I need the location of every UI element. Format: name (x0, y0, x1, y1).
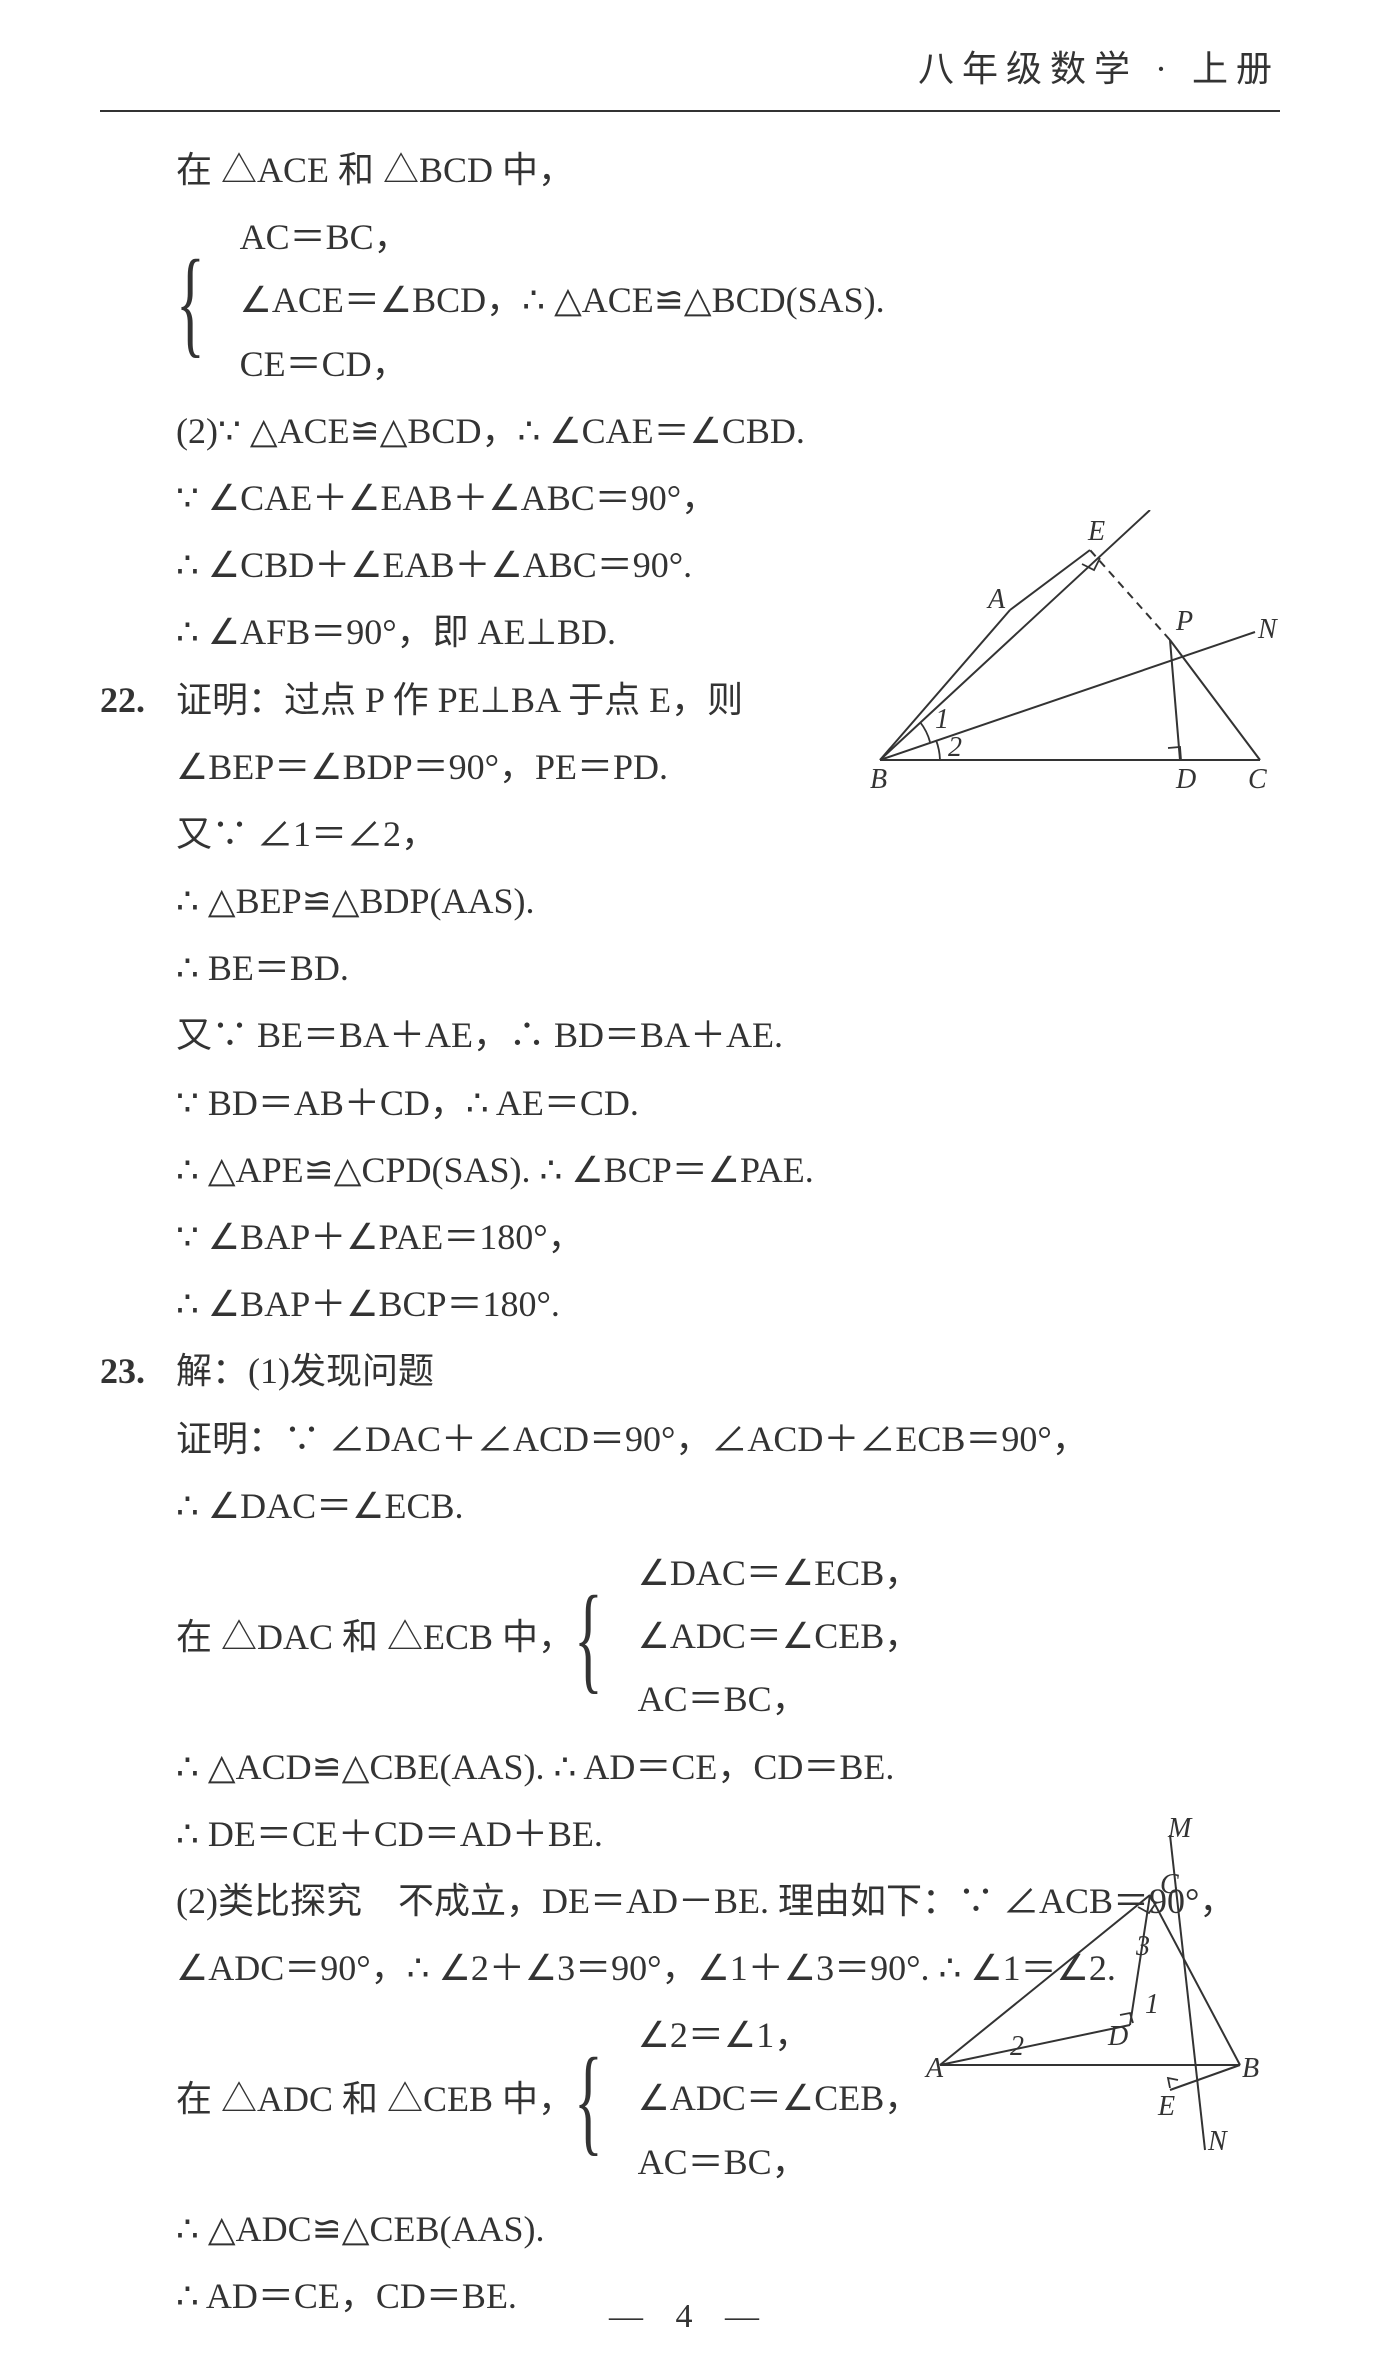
geometry-diagram-2: 1 2 3 A B C D E M N (920, 1815, 1260, 2155)
text-line: AC＝BC， (638, 1669, 921, 1730)
label-D: D (1107, 2021, 1128, 2052)
label-B: B (1242, 2053, 1259, 2084)
text-line: ∴ BE＝BD. (100, 938, 1280, 999)
text-line: CE＝CD， (240, 334, 885, 395)
text-line: 又∵ ∠1＝∠2， (100, 804, 1280, 865)
text-line: AC＝BC， (240, 207, 885, 268)
label-E: E (1157, 2091, 1175, 2122)
text-line: ∴ △APE≌△CPD(SAS). ∴ ∠BCP＝∠PAE. (100, 1140, 1280, 1201)
label-M: M (1167, 1815, 1193, 1844)
text-line: 在 △ACE 和 △BCD 中， (100, 140, 1280, 201)
problem-23: 23.解：(1)发现问题 (100, 1341, 1280, 1402)
label-C: C (1248, 764, 1267, 795)
text-line: (2)∵ △ACE≌△BCD，∴ ∠CAE＝∠CBD. (100, 401, 1280, 462)
label-A: A (924, 2053, 944, 2084)
text-line: ∴ △BEP≌△BDP(AAS). (100, 871, 1280, 932)
page-header: 八年级数学 · 上册 (100, 40, 1280, 112)
page-number: — 4 — (0, 2298, 1380, 2336)
text-line: ∵ BD＝AB＋CD，∴ AE＝CD. (100, 1073, 1280, 1134)
text-line: ∠ADC＝∠CEB， (638, 2068, 921, 2129)
left-brace-icon: { (176, 207, 205, 397)
brace-block-1: { AC＝BC， ∠ACE＝∠BCD，∴ △ACE≌△BCD(SAS). CE＝… (100, 207, 1280, 397)
label-angle-1: 1 (935, 704, 949, 735)
question-number: 23. (100, 1341, 176, 1402)
label-E: E (1087, 516, 1105, 547)
label-B: B (870, 764, 887, 795)
text-line: AC＝BC， (638, 2132, 921, 2193)
text-line: 证明：过点 P 作 PE⊥BA 于点 E，则 (176, 680, 743, 720)
text-line: ∴ ∠DAC＝∠ECB. (100, 1476, 1280, 1537)
text-line: 在 △DAC 和 △ECB 中， (176, 1607, 574, 1668)
text-line: ∠DAC＝∠ECB， (638, 1543, 921, 1604)
label-D: D (1175, 764, 1196, 795)
text-line: ∵ ∠BAP＋∠PAE＝180°， (100, 1207, 1280, 1268)
text-line: 解：(1)发现问题 (176, 1351, 434, 1391)
left-brace-icon: { (574, 1543, 603, 1733)
left-brace-icon: { (574, 2005, 603, 2195)
text-line: 又∵ BE＝BA＋AE，∴ BD＝BA＋AE. (100, 1005, 1280, 1066)
label-angle-3: 3 (1135, 1931, 1150, 1962)
text-line: ∠2＝∠1， (638, 2005, 921, 2066)
label-N: N (1257, 614, 1278, 645)
question-number: 22. (100, 670, 176, 731)
label-angle-2: 2 (948, 732, 962, 763)
label-angle-1: 1 (1145, 1989, 1159, 2020)
label-P: P (1175, 606, 1193, 637)
text-line: ∠ADC＝∠CEB， (638, 1606, 921, 1667)
label-angle-2: 2 (1010, 2031, 1024, 2062)
geometry-diagram-1: B D C P N A E 1 2 (860, 510, 1280, 800)
brace-row-2: 在 △DAC 和 △ECB 中， { ∠DAC＝∠ECB， ∠ADC＝∠CEB，… (100, 1543, 1280, 1733)
label-C: C (1160, 1869, 1179, 1900)
text-line: 在 △ADC 和 △CEB 中， (176, 2069, 574, 2130)
text-line: ∠ACE＝∠BCD，∴ △ACE≌△BCD(SAS). (240, 270, 885, 331)
text-line: ∴ △ACD≌△CBE(AAS). ∴ AD＝CE，CD＝BE. (100, 1737, 1280, 1798)
text-line: 证明：∵ ∠DAC＋∠ACD＝90°，∠ACD＋∠ECB＝90°， (100, 1409, 1280, 1470)
text-line: ∴ ∠BAP＋∠BCP＝180°. (100, 1274, 1280, 1335)
label-N: N (1207, 2126, 1228, 2155)
text-line: ∴ △ADC≌△CEB(AAS). (100, 2199, 1280, 2260)
label-A: A (986, 584, 1006, 615)
